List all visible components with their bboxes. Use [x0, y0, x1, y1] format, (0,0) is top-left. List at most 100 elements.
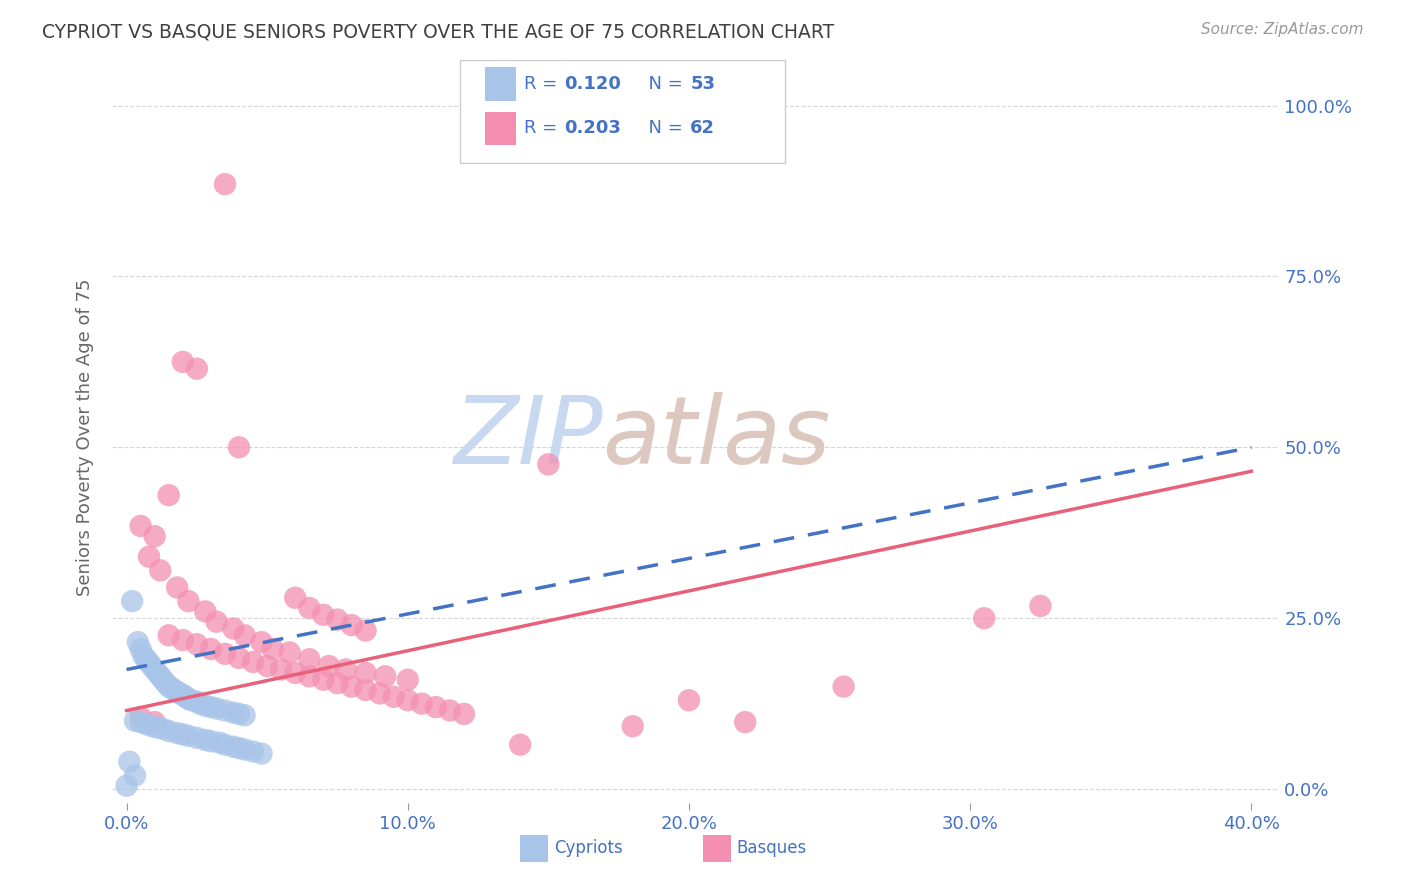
Text: Basques: Basques — [737, 839, 807, 857]
Point — [163, 683, 186, 698]
Point — [298, 601, 321, 615]
Point — [138, 656, 160, 670]
Point — [188, 697, 211, 711]
Point — [127, 635, 149, 649]
Point — [382, 690, 405, 704]
Point — [256, 659, 278, 673]
Point — [354, 624, 377, 638]
Point — [439, 704, 461, 718]
Point — [180, 693, 202, 707]
Point — [214, 647, 236, 661]
Point — [326, 613, 349, 627]
Point — [228, 651, 250, 665]
Point — [205, 615, 228, 629]
Point — [270, 663, 292, 677]
Point — [132, 648, 155, 663]
Point — [396, 673, 419, 687]
Point — [172, 633, 194, 648]
Point — [222, 706, 245, 720]
Text: 62: 62 — [690, 120, 716, 137]
Text: 0.120: 0.120 — [564, 75, 620, 93]
Point — [149, 563, 172, 577]
Text: Source: ZipAtlas.com: Source: ZipAtlas.com — [1201, 22, 1364, 37]
Point — [177, 594, 200, 608]
Point — [135, 717, 157, 731]
Point — [1029, 599, 1052, 613]
Point — [169, 686, 191, 700]
Point — [129, 710, 152, 724]
Text: N =: N = — [637, 120, 689, 137]
Point — [172, 355, 194, 369]
Point — [233, 628, 256, 642]
Point — [194, 732, 217, 747]
Point — [157, 628, 180, 642]
Point — [973, 611, 995, 625]
Point — [312, 673, 335, 687]
Point — [453, 706, 475, 721]
Text: R =: R = — [524, 75, 564, 93]
Point — [250, 635, 273, 649]
Point — [121, 594, 143, 608]
Point — [200, 700, 222, 714]
Text: N =: N = — [637, 75, 689, 93]
Point — [233, 742, 256, 756]
Point — [160, 681, 183, 695]
Point — [734, 715, 756, 730]
Point — [157, 724, 180, 739]
Point — [368, 686, 391, 700]
Text: 53: 53 — [690, 75, 716, 93]
Point — [208, 736, 231, 750]
Point — [298, 652, 321, 666]
Point — [832, 680, 855, 694]
Point — [118, 755, 141, 769]
Point — [374, 669, 396, 683]
Point — [205, 701, 228, 715]
Point — [186, 361, 208, 376]
Point — [284, 665, 307, 680]
Point — [149, 669, 172, 683]
Point — [284, 591, 307, 605]
Point — [318, 659, 340, 673]
Point — [172, 727, 194, 741]
Point — [200, 734, 222, 748]
Point — [129, 642, 152, 657]
Point — [222, 622, 245, 636]
Point — [200, 642, 222, 657]
Point — [124, 768, 146, 782]
Point — [425, 700, 447, 714]
Point — [138, 549, 160, 564]
Point — [262, 642, 284, 657]
Point — [354, 683, 377, 698]
Point — [335, 663, 357, 677]
Text: Cypriots: Cypriots — [554, 839, 623, 857]
Text: R =: R = — [524, 120, 564, 137]
Point — [146, 665, 169, 680]
Y-axis label: Seniors Poverty Over the Age of 75: Seniors Poverty Over the Age of 75 — [76, 278, 94, 596]
Point — [155, 676, 177, 690]
Point — [172, 688, 194, 702]
Point — [135, 652, 157, 666]
Point — [166, 685, 188, 699]
Point — [157, 680, 180, 694]
Point — [186, 731, 208, 745]
Point — [124, 714, 146, 728]
Point — [354, 665, 377, 680]
Point — [411, 697, 433, 711]
Point — [340, 680, 363, 694]
Text: ZIP: ZIP — [453, 392, 603, 483]
Point — [214, 177, 236, 191]
Point — [396, 693, 419, 707]
Point — [141, 659, 163, 673]
Point — [166, 726, 188, 740]
Point — [509, 738, 531, 752]
Text: CYPRIOT VS BASQUE SENIORS POVERTY OVER THE AGE OF 75 CORRELATION CHART: CYPRIOT VS BASQUE SENIORS POVERTY OVER T… — [42, 22, 834, 41]
Point — [537, 458, 560, 472]
Point — [228, 440, 250, 454]
Point — [250, 747, 273, 761]
Point — [222, 739, 245, 754]
Point — [141, 719, 163, 733]
Point — [242, 655, 264, 669]
Point — [143, 663, 166, 677]
Point — [115, 779, 138, 793]
Point — [152, 673, 174, 687]
